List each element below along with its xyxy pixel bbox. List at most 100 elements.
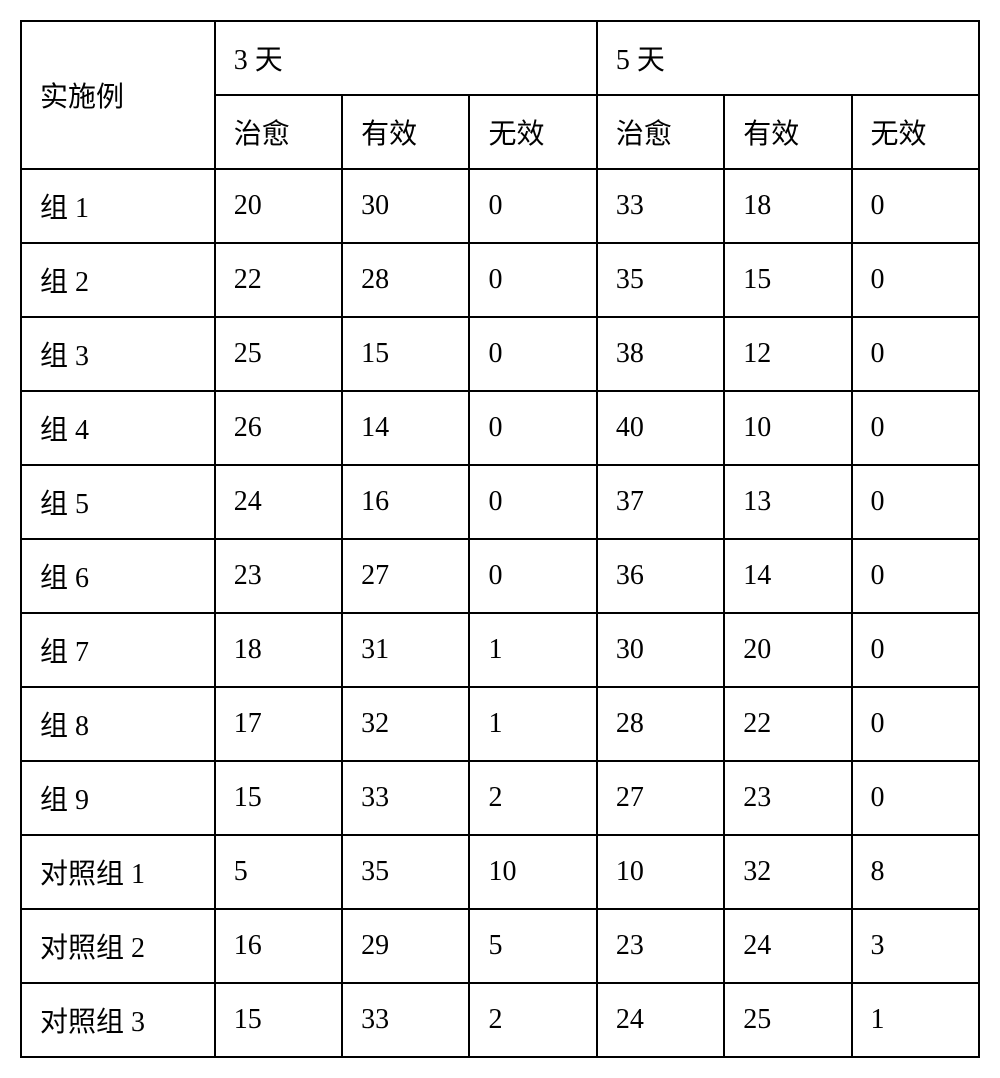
table-row: 组 1 20 30 0 33 18 0 <box>21 169 979 243</box>
sub-header-p1-c1: 治愈 <box>215 95 342 169</box>
cell-value: 0 <box>469 539 596 613</box>
cell-value: 18 <box>724 169 851 243</box>
cell-value: 32 <box>724 835 851 909</box>
cell-value: 1 <box>469 687 596 761</box>
cell-value: 15 <box>342 317 469 391</box>
row-label: 对照组 1 <box>21 835 215 909</box>
cell-value: 0 <box>469 243 596 317</box>
cell-value: 0 <box>852 391 979 465</box>
sub-header-p2-c3: 无效 <box>852 95 979 169</box>
cell-value: 0 <box>852 169 979 243</box>
cell-value: 0 <box>852 317 979 391</box>
sub-header-p1-c3: 无效 <box>469 95 596 169</box>
row-label: 组 5 <box>21 465 215 539</box>
cell-value: 1 <box>469 613 596 687</box>
cell-value: 0 <box>852 613 979 687</box>
table-row: 组 2 22 28 0 35 15 0 <box>21 243 979 317</box>
cell-value: 0 <box>852 539 979 613</box>
table-row: 组 4 26 14 0 40 10 0 <box>21 391 979 465</box>
row-label: 组 8 <box>21 687 215 761</box>
cell-value: 20 <box>724 613 851 687</box>
row-label: 组 4 <box>21 391 215 465</box>
table-row: 组 8 17 32 1 28 22 0 <box>21 687 979 761</box>
cell-value: 5 <box>215 835 342 909</box>
cell-value: 20 <box>215 169 342 243</box>
cell-value: 14 <box>724 539 851 613</box>
row-label: 对照组 2 <box>21 909 215 983</box>
data-table: 实施例 3 天 5 天 治愈 有效 无效 治愈 有效 无效 组 1 20 30 … <box>20 20 980 1058</box>
sub-header-p1-c2: 有效 <box>342 95 469 169</box>
cell-value: 28 <box>597 687 724 761</box>
sub-header-p2-c1: 治愈 <box>597 95 724 169</box>
cell-value: 16 <box>215 909 342 983</box>
cell-value: 0 <box>852 687 979 761</box>
row-label: 对照组 3 <box>21 983 215 1057</box>
period-1-header: 3 天 <box>215 21 597 95</box>
table-row: 对照组 1 5 35 10 10 32 8 <box>21 835 979 909</box>
cell-value: 24 <box>597 983 724 1057</box>
cell-value: 38 <box>597 317 724 391</box>
cell-value: 26 <box>215 391 342 465</box>
cell-value: 33 <box>342 761 469 835</box>
cell-value: 24 <box>724 909 851 983</box>
cell-value: 23 <box>597 909 724 983</box>
cell-value: 0 <box>852 465 979 539</box>
cell-value: 24 <box>215 465 342 539</box>
cell-value: 31 <box>342 613 469 687</box>
cell-value: 13 <box>724 465 851 539</box>
cell-value: 0 <box>852 761 979 835</box>
cell-value: 15 <box>215 983 342 1057</box>
cell-value: 0 <box>852 243 979 317</box>
header-row-1: 实施例 3 天 5 天 <box>21 21 979 95</box>
cell-value: 14 <box>342 391 469 465</box>
cell-value: 10 <box>597 835 724 909</box>
cell-value: 29 <box>342 909 469 983</box>
cell-value: 35 <box>342 835 469 909</box>
cell-value: 37 <box>597 465 724 539</box>
cell-value: 25 <box>215 317 342 391</box>
cell-value: 18 <box>215 613 342 687</box>
cell-value: 32 <box>342 687 469 761</box>
period-2-header: 5 天 <box>597 21 979 95</box>
cell-value: 17 <box>215 687 342 761</box>
cell-value: 33 <box>342 983 469 1057</box>
row-label: 组 2 <box>21 243 215 317</box>
row-label: 组 6 <box>21 539 215 613</box>
table-row: 对照组 2 16 29 5 23 24 3 <box>21 909 979 983</box>
cell-value: 15 <box>724 243 851 317</box>
cell-value: 35 <box>597 243 724 317</box>
cell-value: 15 <box>215 761 342 835</box>
row-label: 组 3 <box>21 317 215 391</box>
cell-value: 0 <box>469 465 596 539</box>
sub-header-p2-c2: 有效 <box>724 95 851 169</box>
cell-value: 0 <box>469 391 596 465</box>
cell-value: 22 <box>724 687 851 761</box>
table-row: 组 6 23 27 0 36 14 0 <box>21 539 979 613</box>
cell-value: 23 <box>215 539 342 613</box>
table-row: 组 9 15 33 2 27 23 0 <box>21 761 979 835</box>
cell-value: 27 <box>342 539 469 613</box>
cell-value: 23 <box>724 761 851 835</box>
table-row: 组 3 25 15 0 38 12 0 <box>21 317 979 391</box>
cell-value: 0 <box>469 317 596 391</box>
cell-value: 10 <box>724 391 851 465</box>
cell-value: 12 <box>724 317 851 391</box>
cell-value: 25 <box>724 983 851 1057</box>
cell-value: 3 <box>852 909 979 983</box>
table-row: 对照组 3 15 33 2 24 25 1 <box>21 983 979 1057</box>
cell-value: 5 <box>469 909 596 983</box>
cell-value: 27 <box>597 761 724 835</box>
cell-value: 33 <box>597 169 724 243</box>
cell-value: 16 <box>342 465 469 539</box>
cell-value: 2 <box>469 761 596 835</box>
cell-value: 22 <box>215 243 342 317</box>
row-label: 组 1 <box>21 169 215 243</box>
cell-value: 36 <box>597 539 724 613</box>
cell-value: 30 <box>342 169 469 243</box>
row-label: 组 9 <box>21 761 215 835</box>
cell-value: 30 <box>597 613 724 687</box>
cell-value: 2 <box>469 983 596 1057</box>
cell-value: 10 <box>469 835 596 909</box>
cell-value: 40 <box>597 391 724 465</box>
table-row: 组 7 18 31 1 30 20 0 <box>21 613 979 687</box>
